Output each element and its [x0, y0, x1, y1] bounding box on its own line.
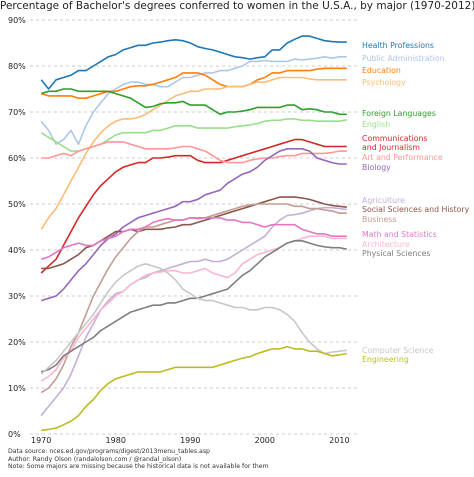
series-label-education: Education: [362, 66, 401, 75]
series-line-health-professions: [40, 35, 347, 90]
x-tick-label-1990: 1990: [180, 436, 200, 445]
y-tick-label-30: 30%: [8, 292, 26, 301]
footer-author: Author: Randy Olson (randalolson.com / @…: [8, 455, 182, 463]
series-line-agriculture: [40, 206, 347, 417]
y-tick-label-70: 70%: [8, 108, 26, 117]
series-line-communications-and-journalism: [40, 138, 347, 274]
series-labels: Health Professions Public Administration E…: [362, 41, 470, 364]
y-tick-label-80: 80%: [8, 62, 26, 71]
series-line-art-and-performance: [41, 141, 347, 164]
series-line-physical-sciences: [40, 240, 347, 373]
y-tick-label-50: 50%: [8, 200, 26, 209]
y-tick-label-60: 60%: [8, 154, 26, 163]
series-label-social-sciences-and-history: Social Sciences and History: [362, 205, 470, 214]
y-tick-label-20: 20%: [8, 338, 26, 347]
series-label-public-administration: Public Administration: [362, 54, 445, 63]
series-label-math-and-statistics: Math and Statistics: [362, 230, 437, 239]
series-label-architecture: Architecture: [362, 240, 410, 249]
series-line-public-administration: [40, 55, 347, 145]
y-tick-label-10: 10%: [8, 384, 26, 393]
series-label-engineering: Engineering: [362, 355, 409, 364]
series-label-communications-and-journalism-1: Communications: [362, 134, 428, 143]
series-label-business: Business: [362, 215, 396, 224]
y-tick-label-0: 0%: [8, 430, 21, 439]
x-tick-label-1970: 1970: [31, 436, 51, 445]
series-line-social-sciences-and-history: [41, 196, 347, 270]
series-label-art-and-performance: Art and Performance: [362, 153, 443, 162]
series-line-psychology: [40, 76, 347, 230]
series-line-architecture: [40, 235, 347, 382]
axis-ticks: 0% 10% 20% 30% 40% 50% 60% 70% 80% 90% 1970 1980 199…: [8, 16, 350, 445]
series-line-biology: [40, 148, 347, 302]
series-line-engineering: [41, 345, 347, 432]
y-tick-label-90: 90%: [8, 16, 26, 25]
series-label-english: English: [362, 120, 390, 129]
y-tick-label-40: 40%: [8, 246, 26, 255]
x-tick-label-1980: 1980: [106, 436, 126, 445]
footer-source: Data source: nces.ed.gov/programs/digest…: [8, 448, 210, 455]
grid-lines: [30, 19, 358, 435]
series-lines: [40, 35, 347, 432]
series-label-biology: Biology: [362, 163, 391, 172]
series-line-foreign-languages: [40, 88, 347, 116]
series-label-agriculture: Agriculture: [362, 196, 405, 205]
series-line-education: [40, 67, 347, 99]
series-label-computer-science: Computer Science: [362, 346, 434, 355]
series-label-health-professions: Health Professions: [362, 41, 434, 50]
series-line-math-and-statistics: [40, 217, 347, 260]
series-label-psychology: Psychology: [362, 78, 406, 87]
series-label-communications-and-journalism-2: and Journalism: [362, 143, 420, 152]
x-tick-label-2000: 2000: [255, 436, 275, 445]
x-tick-label-2010: 2010: [329, 436, 349, 445]
series-label-physical-sciences: Physical Sciences: [362, 249, 430, 258]
series-line-computer-science: [40, 262, 347, 375]
footer-notes: Data source: nces.ed.gov/programs/digest…: [8, 448, 269, 471]
chart-title: Percentage of Bachelor's degrees conferr…: [0, 0, 474, 12]
series-label-foreign-languages: Foreign Languages: [362, 109, 436, 118]
footer-note: Note: Some majors are missing because th…: [8, 463, 269, 471]
